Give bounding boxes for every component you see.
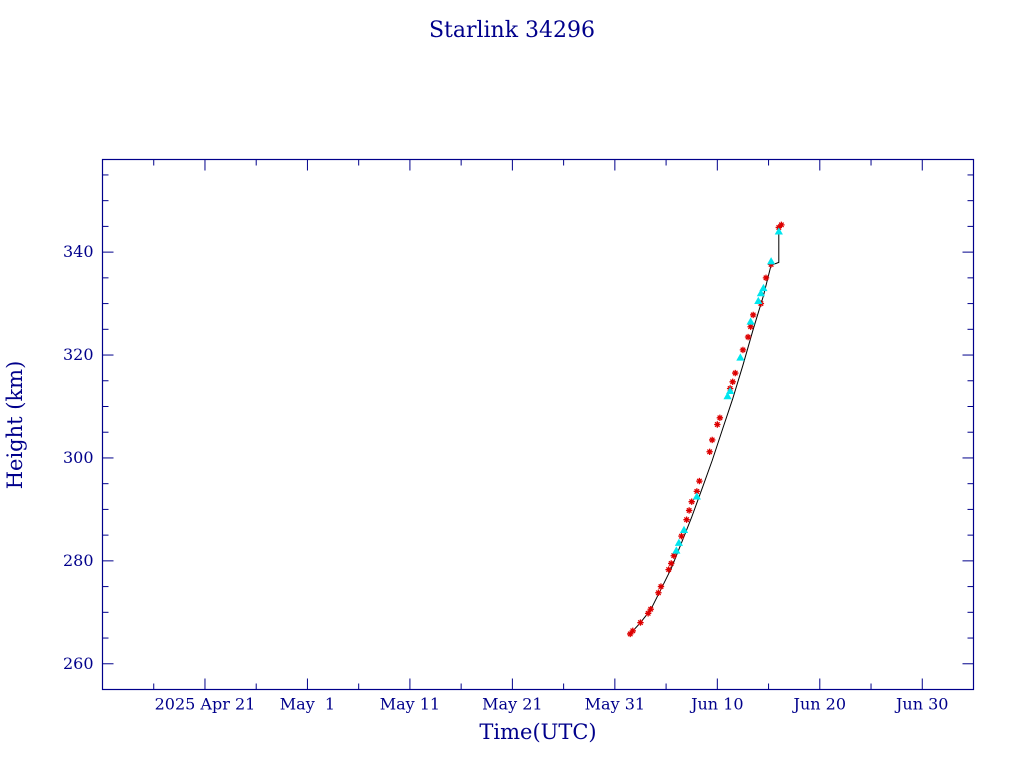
x-tick-label: May 11 bbox=[380, 695, 440, 714]
x-tick-label: Jun 30 bbox=[894, 695, 948, 714]
y-tick-label: 280 bbox=[63, 551, 94, 570]
x-axis-label: Time(UTC) bbox=[479, 720, 596, 744]
x-tick-label: May 31 bbox=[585, 695, 645, 714]
data-point-asterisk bbox=[762, 274, 770, 282]
data-point-asterisk bbox=[749, 311, 757, 319]
height-trend-line bbox=[629, 224, 782, 635]
data-point-triangle bbox=[672, 546, 681, 554]
data-point-asterisk bbox=[706, 448, 713, 455]
y-tick-label: 340 bbox=[63, 242, 94, 261]
x-tick-labels: 2025 Apr 21 May 1 May 11 May 21 May 31 Jun 10… bbox=[155, 695, 949, 714]
y-tick-labels: 260 280 300 320 340 bbox=[63, 242, 94, 673]
data-point-asterisk bbox=[627, 630, 634, 638]
data-point-asterisk bbox=[744, 333, 752, 341]
series-2-markers bbox=[672, 227, 783, 554]
data-point-asterisk bbox=[657, 583, 665, 590]
data-point-asterisk bbox=[688, 498, 695, 505]
data-point-asterisk bbox=[629, 627, 636, 635]
data-point-triangle bbox=[774, 227, 783, 235]
data-point-triangle bbox=[759, 283, 768, 292]
data-point-triangle bbox=[723, 391, 732, 400]
data-point-asterisk bbox=[732, 369, 739, 377]
data-point-asterisk bbox=[678, 532, 685, 540]
plot-area bbox=[627, 221, 785, 638]
data-point-asterisk bbox=[693, 488, 701, 495]
data-point-asterisk bbox=[696, 477, 703, 485]
data-point-asterisk bbox=[670, 552, 677, 559]
data-point-asterisk bbox=[767, 261, 775, 268]
chart-title: Starlink 34296 bbox=[429, 18, 595, 43]
data-point-asterisk bbox=[683, 516, 690, 523]
x-tick-label: 2025 Apr 21 bbox=[155, 695, 256, 714]
y-axis-label: Height (km) bbox=[3, 361, 27, 490]
y-tick-label: 320 bbox=[63, 345, 94, 364]
x-tick-label: Jun 10 bbox=[689, 695, 743, 714]
data-point-triangle bbox=[736, 353, 745, 361]
data-point-asterisk bbox=[685, 507, 693, 514]
data-point-asterisk bbox=[729, 378, 736, 385]
data-point-triangle bbox=[756, 289, 765, 297]
data-point-triangle bbox=[746, 317, 755, 325]
data-point-asterisk bbox=[716, 414, 724, 422]
axis-ticks bbox=[102, 159, 974, 690]
y-tick-label: 300 bbox=[63, 448, 94, 467]
data-point-asterisk bbox=[778, 221, 785, 229]
data-point-triangle bbox=[679, 525, 689, 533]
data-point-asterisk bbox=[637, 619, 644, 626]
data-point-triangle bbox=[674, 538, 684, 546]
x-tick-label: May 1 bbox=[280, 695, 335, 714]
data-point-triangle bbox=[726, 386, 735, 395]
data-point-asterisk bbox=[668, 560, 675, 567]
x-tick-label: Jun 20 bbox=[792, 695, 846, 714]
data-point-asterisk bbox=[747, 323, 754, 330]
data-point-asterisk bbox=[709, 436, 716, 444]
x-tick-label: May 21 bbox=[482, 695, 542, 714]
data-point-asterisk bbox=[655, 589, 662, 596]
data-point-asterisk bbox=[647, 606, 654, 613]
y-tick-label: 260 bbox=[63, 654, 94, 673]
series-1-markers bbox=[627, 221, 785, 638]
data-point-asterisk bbox=[739, 346, 747, 354]
data-point-asterisk bbox=[714, 421, 721, 428]
plot-frame bbox=[101, 158, 975, 691]
data-point-asterisk bbox=[665, 566, 672, 573]
data-point-triangle bbox=[767, 257, 776, 265]
data-point-triangle bbox=[692, 492, 701, 500]
data-point-asterisk bbox=[644, 610, 652, 617]
data-point-triangle bbox=[754, 296, 763, 305]
